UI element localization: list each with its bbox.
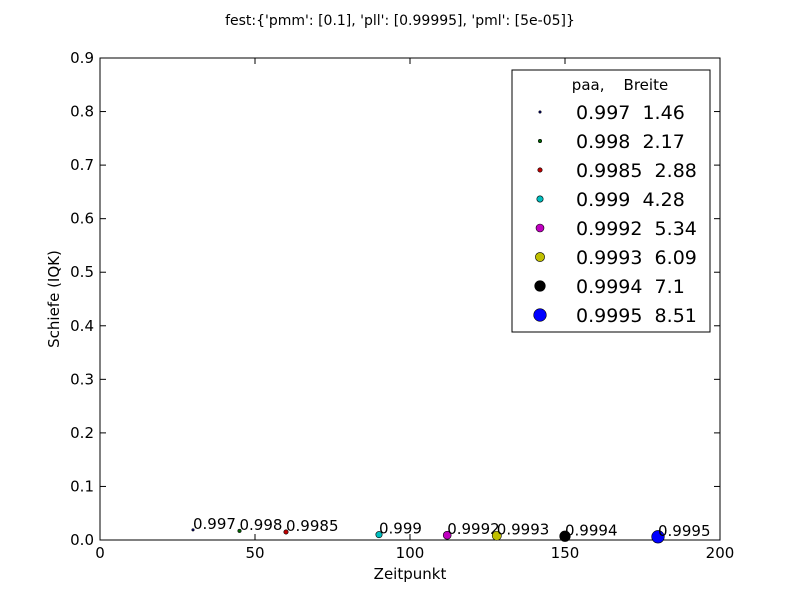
legend-entry: 0.9994 7.1 [576,276,685,298]
x-axis-label: Zeitpunkt [374,565,447,583]
legend-marker [536,195,544,203]
point-label: 0.999 [379,520,422,538]
data-point [283,529,289,535]
y-tick-label: 0.9 [70,49,94,67]
point-label: 0.9985 [286,517,339,535]
data-point [237,528,242,533]
data-point [651,530,665,544]
legend-entry: 0.9992 5.34 [576,218,697,240]
legend-entry: 0.997 1.46 [576,102,685,124]
data-point [559,530,571,542]
y-tick-label: 0.1 [70,477,94,495]
x-tick-label: 150 [551,544,580,562]
x-tick-label: 200 [706,544,735,562]
legend-marker [537,139,542,144]
y-tick-label: 0.8 [70,103,94,121]
chart-title: fest:{'pmm': [0.1], 'pll': [0.99995], 'p… [225,13,575,29]
y-tick-label: 0.6 [70,210,94,228]
y-tick-label: 0.2 [70,424,94,442]
y-axis-label: Schiefe (IQK) [45,250,63,348]
data-point [442,530,452,540]
legend-entry: 0.9985 2.88 [576,160,697,182]
x-tick-label: 100 [396,544,425,562]
legend-entry: 0.9995 8.51 [576,305,697,327]
legend-marker [533,308,547,322]
y-tick-label: 0.0 [70,531,94,549]
x-tick-label: 50 [245,544,264,562]
legend-marker [534,280,546,292]
point-label: 0.998 [240,516,283,534]
plot-area: 0 50 100 150 200 0.0 0.1 0.2 0.3 0.4 0.5 0.6 0.7 0.8 0… [70,49,734,562]
legend-entry: 0.999 4.28 [576,189,685,211]
legend-entry: 0.998 2.17 [576,131,685,153]
y-tick-label: 0.7 [70,156,94,174]
point-label: 0.9994 [565,521,618,539]
data-point [375,531,383,539]
point-label: 0.9993 [497,521,550,539]
point-label: 0.997 [193,515,236,533]
legend: paa, Breite 0.997 1.46 0.998 2.17 0.9985 2.… [511,69,711,333]
y-tick-label: 0.4 [70,317,94,335]
data-point [491,530,502,541]
legend-marker [535,223,545,233]
point-label: 0.9992 [447,520,500,538]
legend-marker [535,252,545,262]
legend-header: paa, Breite [572,76,668,94]
y-tick-label: 0.3 [70,370,94,388]
legend-marker [538,110,542,114]
legend-marker [537,167,543,173]
x-tick-label: 0 [95,544,105,562]
data-point [191,528,195,532]
legend-entry: 0.9993 6.09 [576,247,697,269]
point-label: 0.9995 [658,522,711,540]
y-tick-label: 0.5 [70,263,94,281]
